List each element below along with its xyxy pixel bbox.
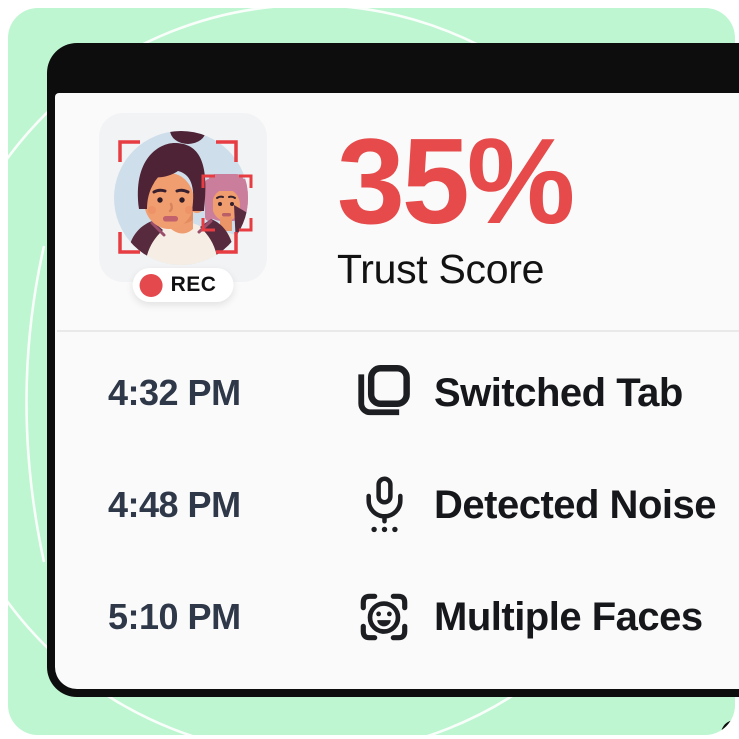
divider — [57, 330, 739, 332]
trust-score-block: 35% Trust Score — [337, 113, 575, 293]
event-row-detected-noise: 4:48 PM Detected Noise — [55, 449, 739, 561]
proctoring-card-body: REC 35% Trust Score 4:32 PM — [55, 93, 739, 689]
event-time: 5:10 PM — [108, 596, 241, 637]
two-faces-illustration — [114, 131, 253, 265]
face-detection-brackets — [118, 140, 238, 254]
peeking-card-corner — [721, 720, 735, 735]
event-row-multiple-faces: 5:10 PM — [55, 561, 739, 673]
event-label: Detected Noise — [434, 482, 716, 527]
webcam-snapshot — [99, 113, 267, 282]
event-time: 4:32 PM — [108, 372, 241, 413]
event-log: 4:32 PM Switched Tab 4:48 PM — [55, 337, 739, 673]
face-detection-brackets-small — [201, 174, 253, 232]
microphone-icon — [352, 476, 416, 534]
event-row-switched-tab: 4:32 PM Switched Tab — [55, 337, 739, 449]
event-label: Multiple Faces — [434, 594, 703, 639]
recording-badge: REC — [132, 268, 234, 302]
event-time: 4:48 PM — [108, 484, 241, 525]
proctoring-card: REC 35% Trust Score 4:32 PM — [47, 43, 739, 697]
face-scan-icon — [352, 588, 416, 646]
recording-label: REC — [170, 273, 217, 296]
event-label: Switched Tab — [434, 370, 683, 415]
trust-score-label: Trust Score — [337, 245, 545, 292]
webcam-snapshot-block: REC — [99, 113, 267, 305]
recording-dot-icon — [139, 273, 163, 297]
trust-score-value: 35% — [337, 113, 575, 249]
tabs-icon — [352, 365, 416, 421]
